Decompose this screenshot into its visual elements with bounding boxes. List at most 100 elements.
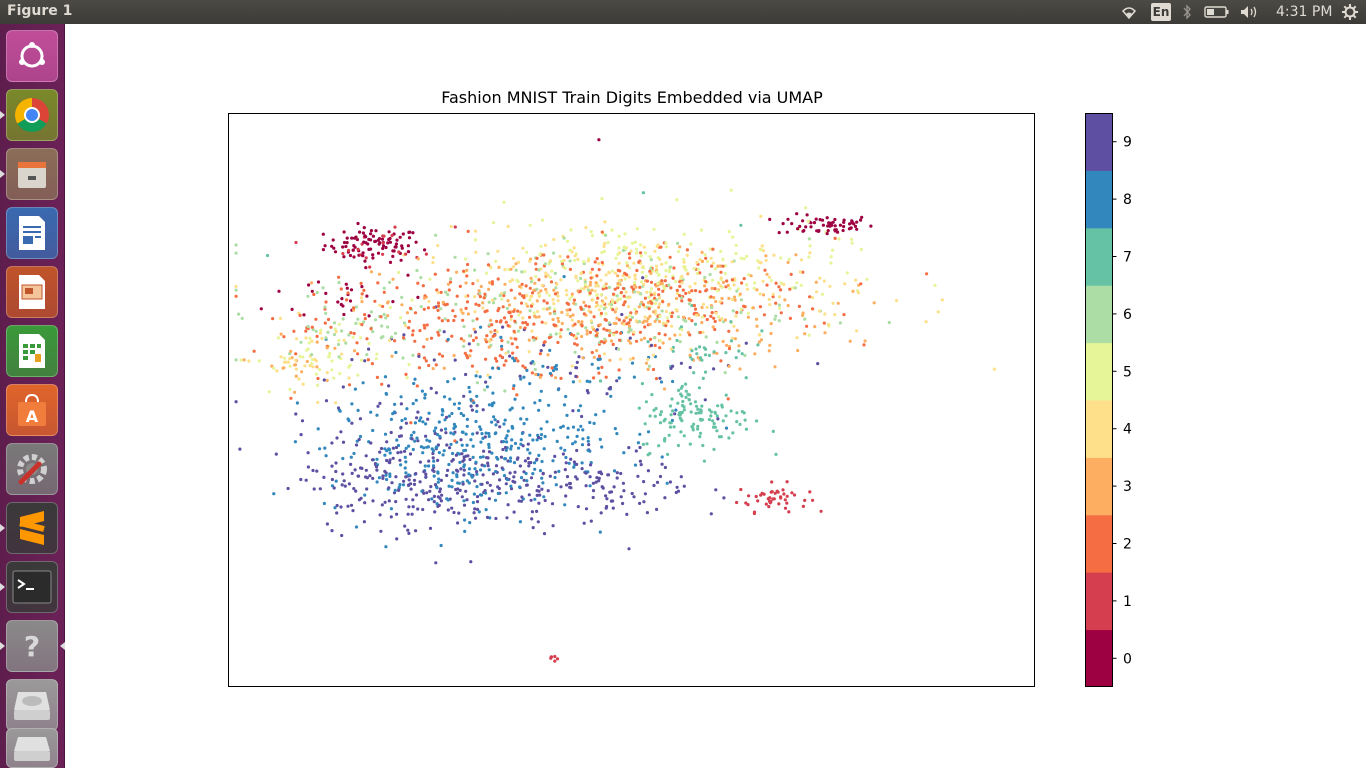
point-class-2: [379, 315, 383, 319]
chrome-icon: [12, 95, 52, 135]
point-class-2: [628, 318, 632, 322]
point-class-0: [828, 224, 832, 228]
colorbar-tick-label: 3: [1123, 479, 1132, 495]
point-class-2: [621, 286, 625, 291]
point-class-9: [347, 482, 351, 486]
point-class-7: [700, 404, 704, 408]
point-class-0: [307, 283, 311, 287]
colorbar-band-6: [1085, 285, 1113, 344]
point-class-6: [310, 353, 314, 357]
point-class-6: [462, 325, 466, 329]
point-class-3: [700, 259, 705, 263]
point-class-8: [525, 417, 529, 421]
bluetooth-icon[interactable]: [1180, 3, 1194, 21]
point-class-4: [709, 256, 713, 260]
wifi-icon[interactable]: [1118, 3, 1140, 21]
point-class-0: [348, 253, 353, 258]
point-class-5: [351, 335, 355, 339]
launcher-removable-drive[interactable]: [6, 728, 58, 768]
point-class-8: [538, 469, 543, 473]
launcher-chrome[interactable]: [6, 89, 58, 141]
point-class-9: [369, 441, 373, 445]
point-class-2: [483, 310, 487, 314]
point-class-2: [413, 339, 417, 343]
point-class-2: [594, 333, 599, 337]
point-class-0: [360, 285, 364, 289]
point-class-5: [538, 253, 542, 257]
launcher-software-center[interactable]: A: [6, 384, 58, 436]
point-class-8: [576, 428, 580, 432]
launcher-help[interactable]: ?: [6, 620, 58, 672]
point-class-2: [709, 314, 713, 318]
point-class-4: [646, 357, 650, 362]
point-class-2: [649, 337, 653, 341]
point-class-2: [422, 345, 426, 349]
launcher-system-settings[interactable]: [6, 443, 58, 495]
point-class-9: [487, 450, 492, 454]
colorbar-tick-label: 1: [1123, 594, 1132, 610]
point-class-7: [742, 411, 746, 415]
point-class-8: [420, 389, 424, 393]
point-class-3: [687, 291, 691, 295]
point-class-5: [617, 246, 621, 250]
svg-text:A: A: [26, 407, 39, 426]
launcher-disk-drive[interactable]: [6, 679, 58, 731]
point-class-3: [720, 296, 724, 301]
point-class-2: [542, 340, 546, 344]
point-class-0: [597, 138, 601, 142]
point-class-9: [632, 495, 636, 499]
point-class-2: [418, 329, 422, 333]
point-class-5: [595, 293, 599, 297]
point-class-2: [469, 349, 473, 353]
point-class-7: [669, 413, 673, 417]
point-class-6: [793, 286, 797, 290]
point-class-4: [334, 330, 338, 334]
point-class-2: [763, 268, 767, 272]
point-class-5: [589, 230, 593, 234]
point-class-4: [574, 276, 578, 280]
point-class-8: [475, 394, 479, 398]
point-class-8: [407, 473, 411, 477]
settings-gear-icon[interactable]: [1340, 3, 1360, 21]
point-class-8: [538, 398, 542, 403]
point-class-0: [381, 246, 385, 251]
point-class-6: [240, 316, 244, 320]
point-class-9: [587, 443, 591, 447]
launcher-terminal[interactable]: [6, 561, 58, 613]
point-class-9: [439, 478, 443, 482]
battery-icon[interactable]: [1203, 3, 1231, 21]
point-class-8: [272, 492, 276, 496]
point-class-9: [469, 404, 473, 408]
point-class-7: [687, 397, 691, 402]
launcher-sublime-text[interactable]: [6, 502, 58, 554]
volume-icon[interactable]: [1239, 3, 1261, 21]
point-class-9: [456, 469, 460, 473]
clock[interactable]: 4:31 PM: [1276, 4, 1333, 20]
settings-wrench-icon: [13, 450, 51, 488]
point-class-6: [467, 334, 472, 338]
point-class-9: [476, 507, 480, 511]
point-class-9: [564, 461, 568, 465]
point-class-0: [809, 225, 813, 229]
point-class-4: [275, 369, 279, 373]
point-class-3: [613, 310, 617, 314]
keyboard-language-indicator[interactable]: En: [1151, 3, 1171, 21]
launcher-libreoffice-impress[interactable]: [6, 266, 58, 318]
point-class-7: [641, 191, 645, 195]
point-class-4: [720, 317, 724, 321]
point-class-3: [759, 338, 764, 342]
point-class-8: [437, 451, 441, 455]
point-class-3: [548, 311, 552, 316]
point-class-3: [442, 366, 446, 370]
launcher-ubuntu-dash[interactable]: [6, 30, 58, 82]
point-class-9: [679, 361, 683, 365]
launcher-libreoffice-calc[interactable]: [6, 325, 58, 377]
plot-frame: [228, 113, 1035, 687]
point-class-1: [764, 502, 768, 506]
point-class-9: [642, 480, 646, 484]
launcher-files[interactable]: [6, 148, 58, 200]
point-class-0: [795, 212, 799, 216]
launcher-libreoffice-writer[interactable]: [6, 207, 58, 259]
point-class-7: [719, 435, 723, 439]
point-class-2: [411, 329, 415, 333]
